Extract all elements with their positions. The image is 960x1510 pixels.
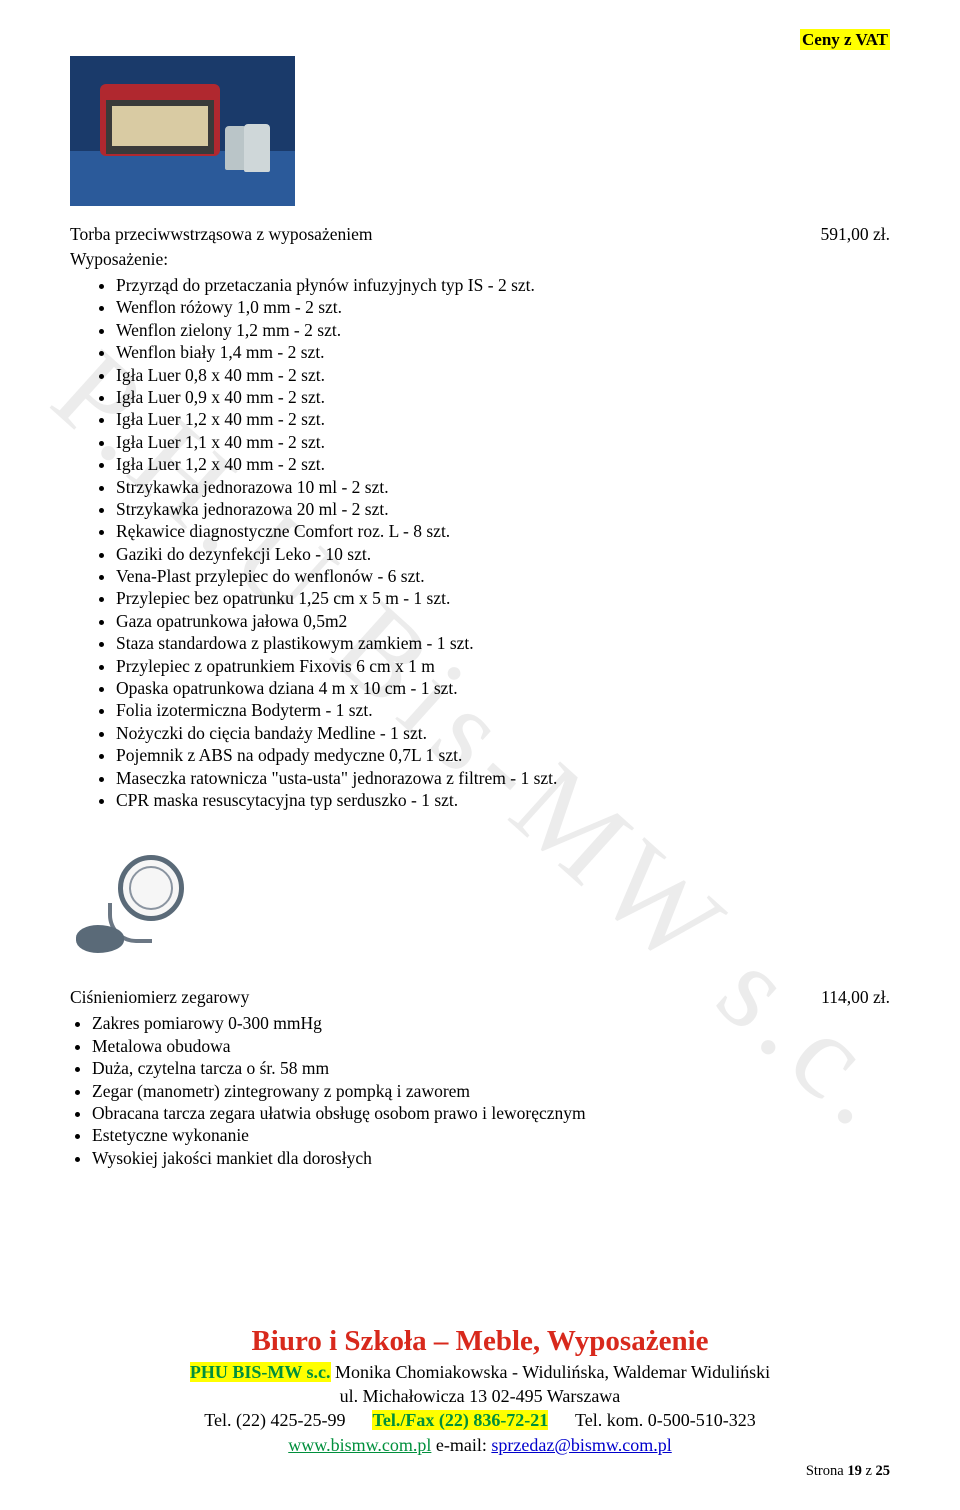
product2-spec-item: Metalowa obudowa: [92, 1035, 890, 1057]
product1-spec-item: Igła Luer 1,1 x 40 mm - 2 szt.: [116, 431, 890, 453]
footer-web-link[interactable]: www.bismw.com.pl: [288, 1435, 431, 1455]
footer-company-hl: PHU BIS-MW s.c.: [190, 1362, 331, 1382]
product1-spec-item: Igła Luer 0,8 x 40 mm - 2 szt.: [116, 364, 890, 386]
footer-telfax: Tel./Fax (22) 836-72-21: [372, 1410, 548, 1430]
product2-spec-item: Zegar (manometr) zintegrowany z pompką i…: [92, 1080, 890, 1102]
product2-image: [70, 851, 190, 971]
vat-label: Ceny z VAT: [800, 29, 890, 50]
product1-spec-item: Igła Luer 1,2 x 40 mm - 2 szt.: [116, 408, 890, 430]
product1-spec-item: Igła Luer 0,9 x 40 mm - 2 szt.: [116, 386, 890, 408]
product1-spec-list: Przyrząd do przetaczania płynów infuzyjn…: [70, 274, 890, 811]
page-footer: Biuro i Szkoła – Meble, Wyposażenie PHU …: [70, 1325, 890, 1480]
footer-phones: Tel. (22) 425-25-99 Tel./Fax (22) 836-72…: [70, 1408, 890, 1432]
product1-image: [70, 56, 295, 206]
footer-names: Monika Chomiakowska - Widulińska, Waldem…: [331, 1362, 771, 1382]
product1-spec-item: Pojemnik z ABS na odpady medyczne 0,7L 1…: [116, 744, 890, 766]
footer-email-label: e-mail:: [431, 1435, 491, 1455]
product1-spec-item: Przylepiec bez opatrunku 1,25 cm x 5 m -…: [116, 587, 890, 609]
product1-spec-item: Maseczka ratownicza "usta-usta" jednoraz…: [116, 767, 890, 789]
vat-header: Ceny z VAT: [70, 30, 890, 50]
product1-spec-item: Nożyczki do cięcia bandaży Medline - 1 s…: [116, 722, 890, 744]
product1-spec-item: Gaziki do dezynfekcji Leko - 10 szt.: [116, 543, 890, 565]
product1-spec-item: Folia izotermiczna Bodyterm - 1 szt.: [116, 699, 890, 721]
page-mid: z: [862, 1463, 876, 1479]
product1-spec-item: Vena-Plast przylepiec do wenflonów - 6 s…: [116, 565, 890, 587]
product1-spec-item: Przylepiec z opatrunkiem Fixovis 6 cm x …: [116, 655, 890, 677]
product2-spec-list: Zakres pomiarowy 0-300 mmHgMetalowa obud…: [70, 1012, 890, 1169]
product1-spec-item: CPR maska resuscytacyjna typ serduszko -…: [116, 789, 890, 811]
product1-spec-item: Strzykawka jednorazowa 10 ml - 2 szt.: [116, 476, 890, 498]
product1-spec-item: Wenflon różowy 1,0 mm - 2 szt.: [116, 296, 890, 318]
footer-web-line: www.bismw.com.pl e-mail: sprzedaz@bismw.…: [70, 1433, 890, 1457]
product2-spec-item: Obracana tarcza zegara ułatwia obsługę o…: [92, 1102, 890, 1124]
footer-company-line: PHU BIS-MW s.c. Monika Chomiakowska - Wi…: [70, 1360, 890, 1384]
product2-spec-item: Estetyczne wykonanie: [92, 1124, 890, 1146]
product1-spec-item: Igła Luer 1,2 x 40 mm - 2 szt.: [116, 453, 890, 475]
footer-heading: Biuro i Szkoła – Meble, Wyposażenie: [70, 1325, 890, 1358]
page-current: 19: [847, 1463, 862, 1479]
product1-price: 591,00 zł.: [820, 224, 890, 245]
product1-spec-item: Gaza opatrunkowa jałowa 0,5m2: [116, 610, 890, 632]
page-total: 25: [876, 1463, 891, 1479]
product1-spec-item: Rękawice diagnostyczne Comfort roz. L - …: [116, 520, 890, 542]
page-prefix: Strona: [806, 1463, 847, 1479]
footer-email-link[interactable]: sprzedaz@bismw.com.pl: [491, 1435, 671, 1455]
product2-spec-item: Wysokiej jakości mankiet dla dorosłych: [92, 1147, 890, 1169]
page-number: Strona 19 z 25: [70, 1463, 890, 1480]
product2-spec-item: Zakres pomiarowy 0-300 mmHg: [92, 1012, 890, 1034]
product1-spec-item: Strzykawka jednorazowa 20 ml - 2 szt.: [116, 498, 890, 520]
footer-address: ul. Michałowicza 13 02-495 Warszawa: [70, 1384, 890, 1408]
product1-spec-item: Opaska opatrunkowa dziana 4 m x 10 cm - …: [116, 677, 890, 699]
footer-telkom: Tel. kom. 0-500-510-323: [575, 1410, 756, 1430]
product1-spec-item: Staza standardowa z plastikowym zamkiem …: [116, 632, 890, 654]
product1-spec-heading: Wyposażenie:: [70, 249, 890, 270]
product1-spec-item: Wenflon zielony 1,2 mm - 2 szt.: [116, 319, 890, 341]
product1-title-row: Torba przeciwwstrząsowa z wyposażeniem 5…: [70, 224, 890, 245]
product1-spec-item: Wenflon biały 1,4 mm - 2 szt.: [116, 341, 890, 363]
product1-spec-item: Przyrząd do przetaczania płynów infuzyjn…: [116, 274, 890, 296]
product2-title: Ciśnieniomierz zegarowy: [70, 987, 249, 1008]
product1-title: Torba przeciwwstrząsowa z wyposażeniem: [70, 224, 372, 245]
product2-title-row: Ciśnieniomierz zegarowy 114,00 zł.: [70, 987, 890, 1008]
product2-price: 114,00 zł.: [821, 987, 890, 1008]
footer-tel1: Tel. (22) 425-25-99: [204, 1410, 345, 1430]
product2-spec-item: Duża, czytelna tarcza o śr. 58 mm: [92, 1057, 890, 1079]
